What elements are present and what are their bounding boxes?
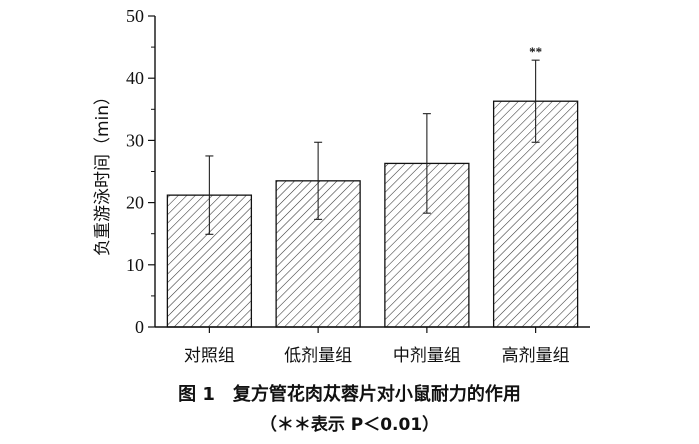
y-tick-label: 0 [135, 317, 144, 337]
y-tick-label: 10 [126, 255, 144, 275]
plot-area: 0 10 20 30 40 50 对照组 低剂量组 中剂量组 ** 高剂量组 [126, 6, 590, 366]
y-tick-label: 40 [126, 68, 144, 88]
x-tick-label: 高剂量组 [502, 346, 570, 366]
figure-caption: 图 1 复方管花肉苁蓉片对小鼠耐力的作用 [178, 384, 521, 405]
x-tick-label: 中剂量组 [393, 346, 461, 366]
y-axis-label: 负重游泳时间（min） [93, 88, 113, 256]
figure-caption-note: （＊＊表示 P＜0.01） [259, 415, 440, 435]
significance-marker: ** [529, 44, 542, 59]
y-tick-label: 20 [126, 193, 144, 213]
x-tick-label: 低剂量组 [284, 346, 352, 366]
x-tick-label: 对照组 [184, 346, 235, 366]
y-tick-label: 50 [126, 6, 144, 26]
bar-chart: 负重游泳时间（min） 0 10 20 30 40 50 对照组 低剂量组 中剂量组 ** 高剂量组 [93, 6, 590, 366]
y-tick-label: 30 [126, 130, 144, 150]
